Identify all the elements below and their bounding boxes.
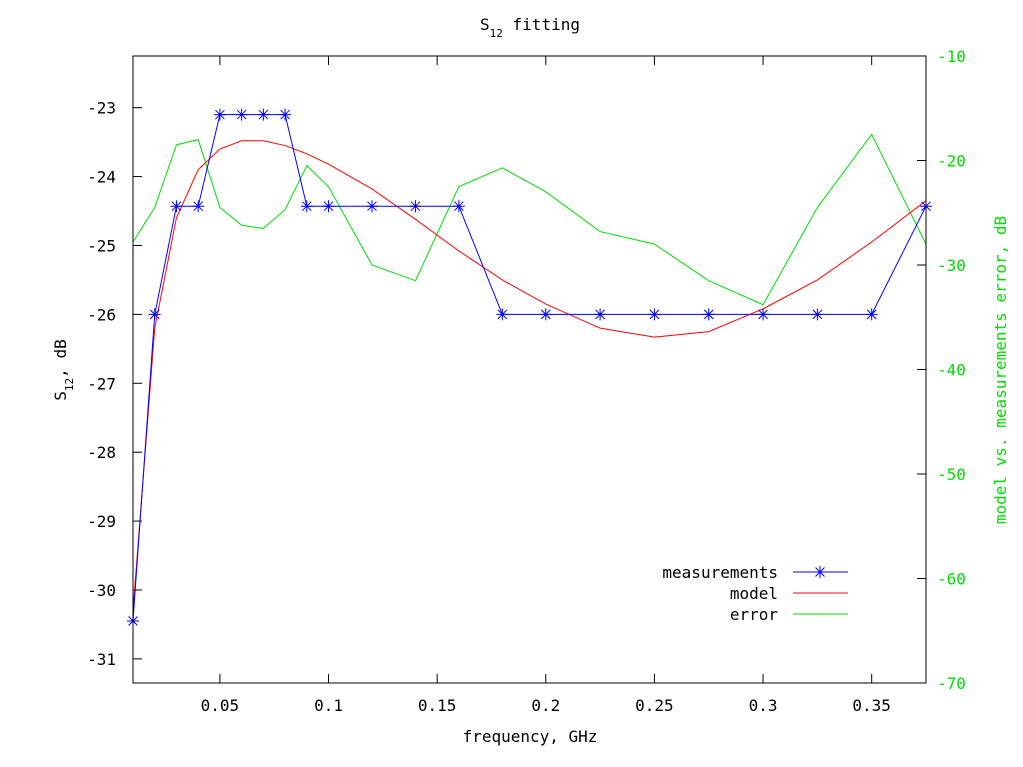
data-point-measurements	[594, 308, 607, 321]
data-point-measurements	[811, 308, 824, 321]
data-point-measurements	[496, 308, 509, 321]
y2-tick-label: -20	[937, 152, 966, 171]
legend-marker-measurements	[814, 566, 826, 578]
y-tick-label: -24	[87, 168, 116, 187]
data-point-measurements	[279, 108, 292, 121]
y2-tick-label: -50	[937, 465, 966, 484]
data-point-measurements	[322, 200, 335, 213]
y-tick-label: -27	[87, 374, 116, 393]
x-tick-label: 0.25	[635, 696, 674, 715]
legend-label-model: model	[730, 584, 778, 603]
y-axis-left: -23 -24 -25 -26 -27 -28 -29 -30 -31	[87, 99, 142, 669]
y-tick-label: -23	[87, 99, 116, 118]
y2-axis-label: model vs. measurements error, dB	[991, 216, 1010, 524]
y-tick-label: -30	[87, 581, 116, 600]
x-tick-label: 0.2	[531, 696, 560, 715]
legend-label-measurements: measurements	[662, 563, 778, 582]
y-axis-right: -10 -20 -30 -40 -50 -60 -70	[917, 47, 966, 693]
data-point-measurements	[148, 308, 161, 321]
data-point-measurements	[452, 200, 465, 213]
data-point-measurements	[235, 108, 248, 121]
y-tick-label: -26	[87, 305, 116, 324]
y-tick-label: -31	[87, 650, 116, 669]
y-tick-label: -29	[87, 512, 116, 531]
data-point-measurements	[170, 200, 183, 213]
y-tick-label: -28	[87, 443, 116, 462]
legend: measurements model error	[662, 563, 848, 624]
y2-tick-label: -30	[937, 256, 966, 275]
data-point-measurements	[702, 308, 715, 321]
data-point-measurements	[865, 308, 878, 321]
chart-title: S12 fitting	[480, 15, 580, 40]
x-tick-label: 0.35	[852, 696, 891, 715]
legend-label-error: error	[730, 605, 779, 624]
data-point-measurements	[409, 200, 422, 213]
y2-tick-label: -70	[937, 674, 966, 693]
series-line-error	[132, 133, 927, 306]
y2-tick-label: -10	[937, 47, 966, 66]
x-tick-label: 0.1	[314, 696, 343, 715]
x-axis: 0.05 0.1 0.15 0.2 0.25 0.3 0.35	[201, 56, 891, 715]
data-point-measurements	[213, 108, 226, 121]
x-tick-label: 0.15	[418, 696, 457, 715]
y2-tick-label: -60	[937, 570, 966, 589]
series-line-measurements	[132, 114, 927, 622]
data-point-measurements	[539, 308, 552, 321]
x-tick-label: 0.3	[749, 696, 778, 715]
y2-tick-label: -40	[937, 361, 966, 380]
data-point-measurements	[757, 308, 770, 321]
plot-frame	[132, 55, 927, 684]
data-point-measurements	[300, 200, 313, 213]
data-point-measurements	[192, 200, 205, 213]
y-axis-label: S12, dB	[51, 339, 76, 400]
x-axis-label: frequency, GHz	[463, 727, 598, 746]
data-point-measurements	[648, 308, 661, 321]
y-tick-label: -25	[87, 236, 116, 255]
data-point-measurements	[257, 108, 270, 121]
data-point-measurements	[365, 200, 378, 213]
x-tick-label: 0.05	[201, 696, 240, 715]
